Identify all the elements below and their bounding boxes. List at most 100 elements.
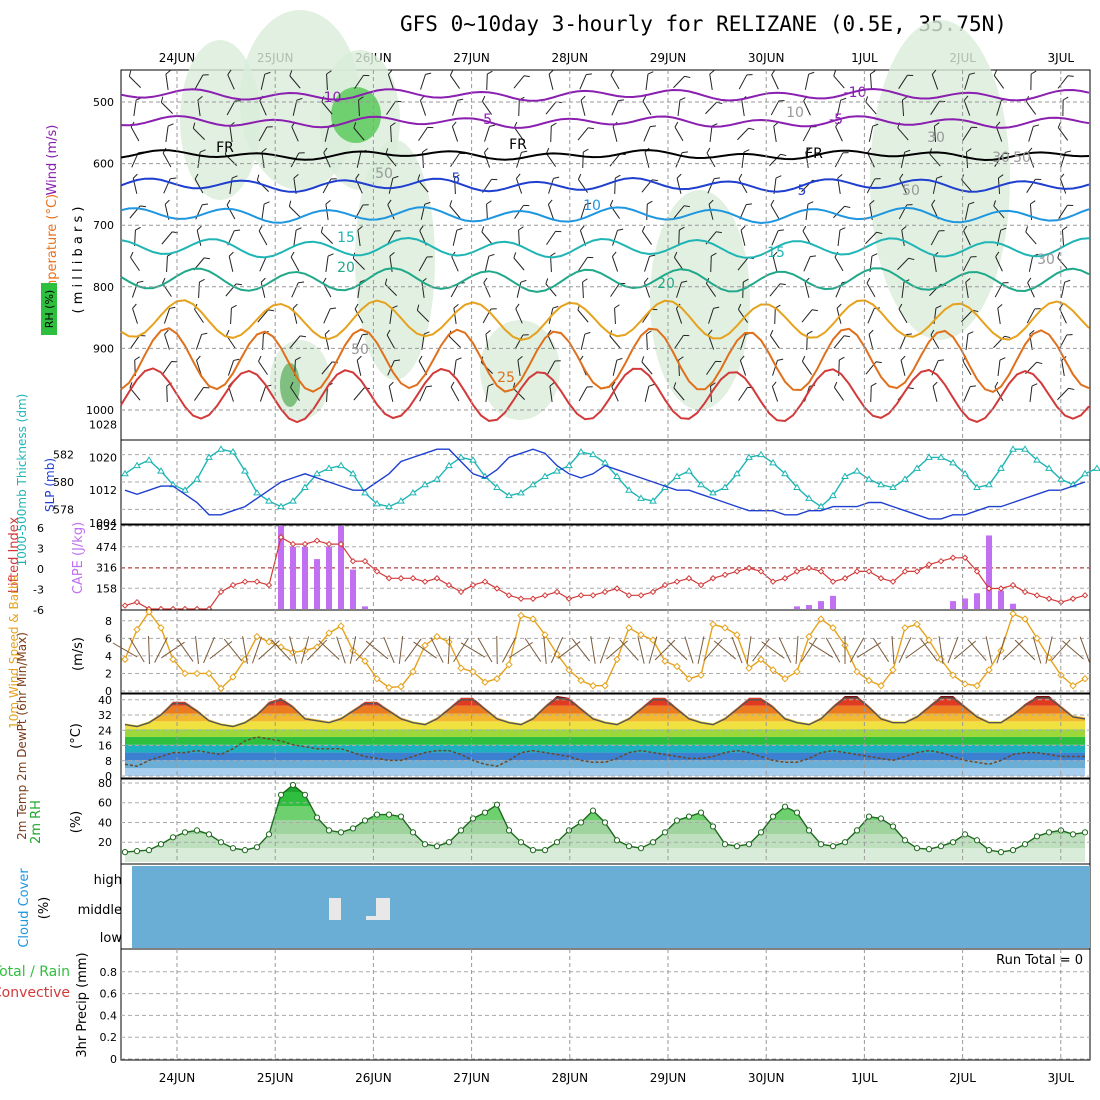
barb-flag	[293, 174, 299, 179]
rh2m-point	[541, 847, 549, 854]
wind-barb	[548, 69, 554, 90]
wind-barb	[416, 304, 430, 323]
barb-flag	[648, 383, 655, 387]
barb-staff	[447, 635, 451, 665]
contour-label: 30	[992, 150, 1010, 166]
thickness-point	[997, 464, 1005, 471]
vertical-label: SLP (mb)	[43, 458, 57, 512]
barb-flag	[931, 199, 936, 206]
barb-staff	[738, 178, 748, 194]
barb-flag	[871, 253, 878, 257]
barb-staff	[352, 257, 366, 271]
barb-staff	[578, 386, 588, 402]
barb-flag	[515, 303, 520, 309]
wind10-barb	[195, 636, 199, 664]
barb-staff	[619, 639, 639, 661]
barb-flag	[202, 74, 209, 76]
wind-barb	[582, 278, 588, 299]
wind10-point	[457, 664, 465, 672]
barb-flag	[298, 281, 305, 284]
wind-barb	[706, 147, 716, 168]
rh2m-point	[1009, 847, 1017, 854]
wind10-point	[373, 675, 381, 683]
barb-flag	[1068, 387, 1075, 391]
wind-barb	[485, 330, 491, 350]
contour-labels: -10-5FR FRFR55101515202025-10-51030305050…	[216, 85, 1055, 386]
barb-staff	[961, 179, 973, 193]
lifted-index-point	[349, 557, 357, 565]
wind10-barb	[336, 636, 346, 664]
barb-staff	[484, 256, 490, 272]
wind10-point	[205, 669, 213, 678]
barb-flag	[357, 226, 363, 231]
wind-barb	[582, 148, 589, 169]
thickness-point	[409, 488, 417, 496]
barb-flag	[1027, 277, 1032, 284]
rh2m-point	[913, 845, 921, 852]
barb-flag	[132, 173, 138, 179]
barb-staff	[325, 256, 329, 272]
wind10-barb	[398, 636, 404, 664]
barb-staff	[677, 99, 681, 117]
barb-staff	[384, 283, 398, 297]
barb-flag	[358, 96, 364, 101]
wind10-point	[481, 678, 489, 686]
rh2m-point	[733, 843, 741, 850]
barb-flag	[870, 70, 876, 75]
wind-barb	[614, 304, 620, 325]
barb-flag	[1067, 75, 1074, 77]
wind-barb	[165, 123, 174, 142]
rh2m-point	[229, 845, 237, 852]
barb-flag	[326, 70, 332, 75]
axis-tick: 80	[98, 777, 112, 790]
rh2m-point	[205, 831, 213, 838]
barb-flag	[551, 122, 557, 127]
wind10-barb	[1032, 636, 1042, 664]
wind-barb	[931, 69, 939, 90]
barb-flag	[706, 147, 711, 154]
wind-barb	[965, 148, 972, 169]
barb-staff	[517, 360, 521, 376]
barb-staff	[483, 282, 491, 298]
wind10-barb	[891, 635, 895, 665]
barb-flag	[453, 304, 459, 309]
lifted-index-point	[481, 578, 489, 585]
wind10-point	[769, 666, 777, 674]
barb-flag	[487, 383, 494, 387]
barb-staff	[590, 636, 596, 664]
barb-staff	[548, 178, 554, 194]
axis-tick: -3	[33, 584, 44, 597]
barb-staff	[388, 178, 394, 194]
wind-barb	[261, 201, 270, 220]
wind-barb	[453, 304, 459, 324]
wind-barb	[577, 127, 594, 141]
barb-flag	[137, 280, 144, 283]
barb-staff	[257, 309, 269, 323]
barb-staff	[610, 74, 620, 90]
barb-flag	[902, 96, 908, 101]
barb-flag	[459, 152, 466, 155]
barb-staff	[404, 638, 422, 662]
cloud-cover-panel	[120, 863, 1091, 950]
barb-staff	[356, 360, 362, 376]
barb-flag	[802, 225, 807, 232]
wind-barb	[611, 251, 619, 272]
barb-staff	[258, 640, 280, 660]
wind10-point	[217, 684, 225, 693]
barb-flag	[649, 254, 656, 257]
barb-flag	[875, 361, 882, 364]
wind10-point	[133, 625, 141, 634]
barb-flag	[231, 175, 238, 179]
wind10-barb	[447, 635, 451, 665]
barb-flag	[711, 252, 717, 257]
barb-flag	[840, 97, 847, 101]
barb-staff	[643, 126, 651, 142]
barb-staff	[390, 125, 392, 143]
axis-tick: 40	[98, 694, 112, 707]
rh2m-point	[265, 831, 273, 838]
barb-staff	[365, 640, 389, 660]
temperature-contour	[120, 149, 1090, 162]
rh2m-point	[745, 841, 753, 848]
wind10-point	[949, 671, 957, 679]
wind-barb	[227, 69, 235, 90]
